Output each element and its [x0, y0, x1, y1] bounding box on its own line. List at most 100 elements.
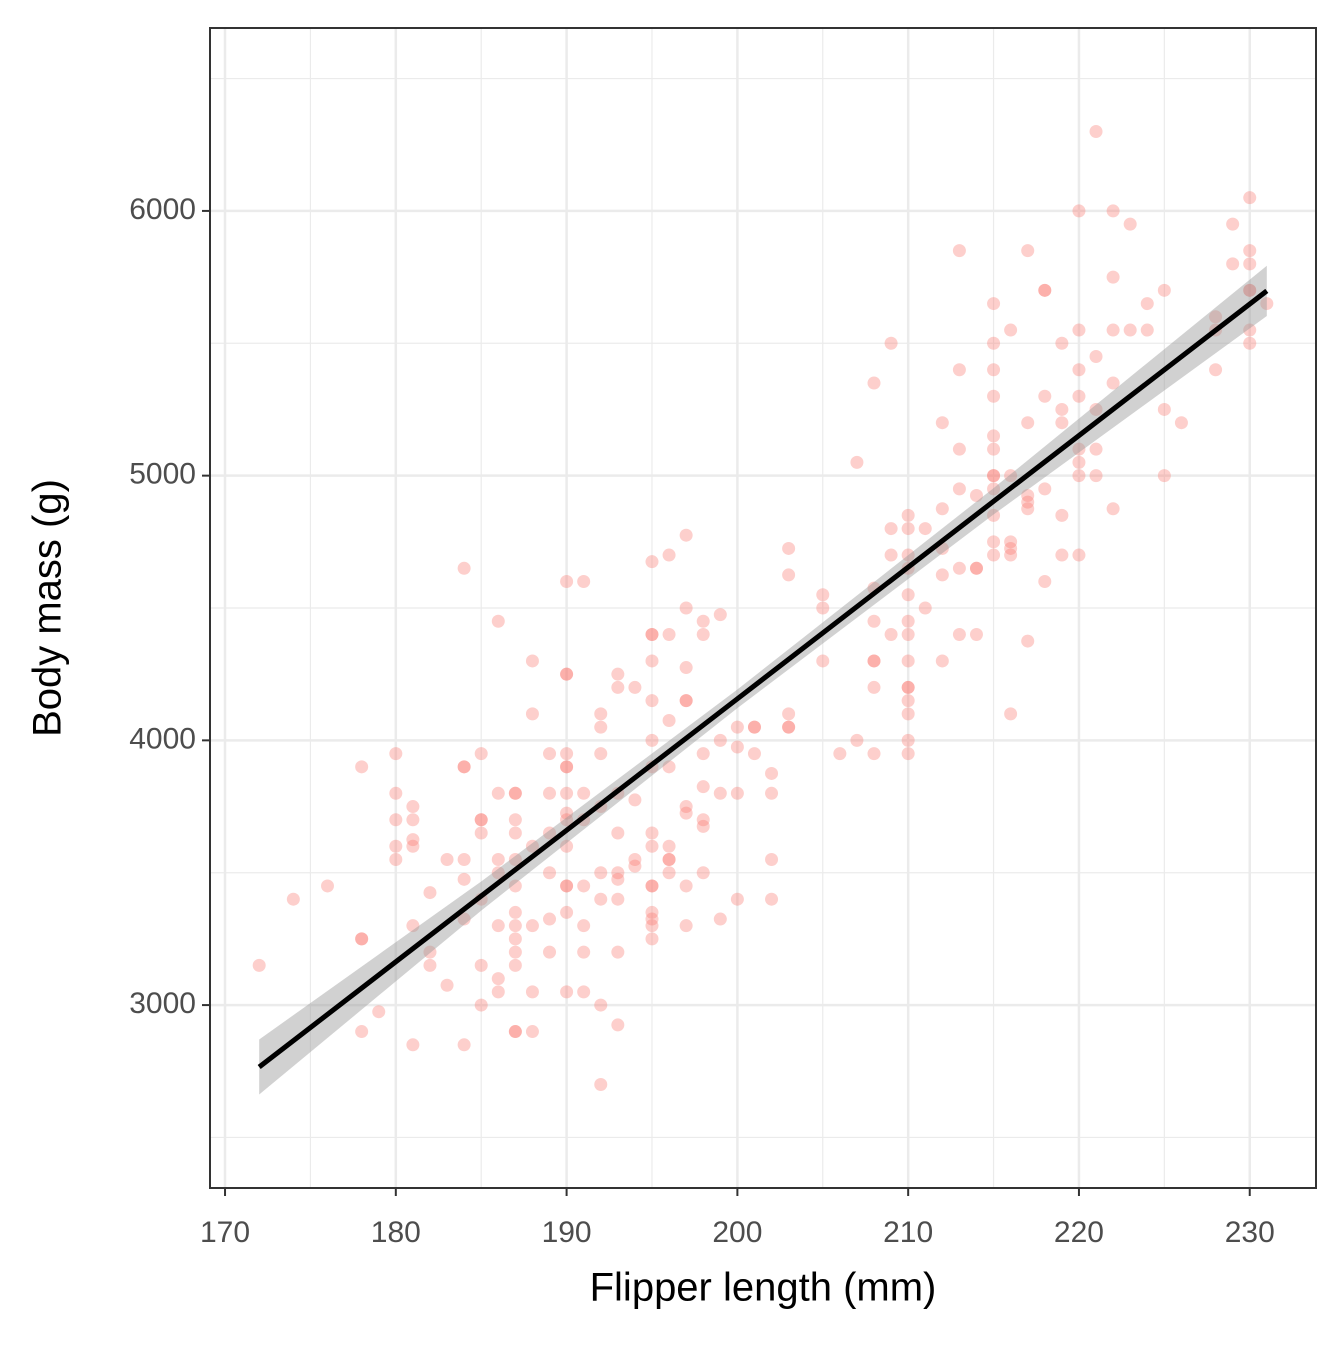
- point: [525, 707, 539, 721]
- point: [901, 680, 915, 694]
- point: [628, 680, 642, 694]
- point: [406, 813, 420, 827]
- point: [662, 760, 676, 774]
- point: [696, 866, 710, 880]
- point: [884, 548, 898, 562]
- point: [560, 839, 574, 853]
- point: [1243, 191, 1257, 205]
- point: [713, 786, 727, 800]
- point: [730, 892, 744, 906]
- point: [782, 541, 796, 555]
- point: [1072, 323, 1086, 337]
- point: [543, 912, 557, 926]
- point: [747, 720, 761, 734]
- point: [1243, 257, 1257, 271]
- point: [935, 568, 949, 582]
- point: [389, 786, 403, 800]
- point: [901, 614, 915, 628]
- point: [679, 528, 693, 542]
- point: [679, 661, 693, 675]
- point: [1140, 323, 1154, 337]
- grid: [210, 28, 1316, 1188]
- point: [696, 614, 710, 628]
- marks: [252, 125, 1274, 1095]
- point: [662, 627, 676, 641]
- point: [594, 866, 608, 880]
- point: [1089, 125, 1103, 139]
- point: [560, 786, 574, 800]
- point: [440, 978, 454, 992]
- point: [867, 654, 881, 668]
- point: [355, 1025, 369, 1039]
- point: [508, 786, 522, 800]
- point: [457, 760, 471, 774]
- point: [1004, 707, 1018, 721]
- point: [560, 747, 574, 761]
- point: [1072, 442, 1086, 456]
- point: [611, 667, 625, 681]
- point: [525, 919, 539, 933]
- point: [1004, 535, 1018, 549]
- y-tick-label: 5000: [129, 458, 196, 491]
- point: [987, 508, 1001, 522]
- point: [560, 879, 574, 893]
- point: [645, 733, 659, 747]
- point: [423, 886, 437, 900]
- point: [662, 866, 676, 880]
- point: [1140, 297, 1154, 311]
- point: [474, 813, 488, 827]
- point: [833, 747, 847, 761]
- point: [406, 919, 420, 933]
- point: [645, 627, 659, 641]
- point: [474, 813, 488, 827]
- point: [867, 680, 881, 694]
- point: [747, 747, 761, 761]
- point: [560, 667, 574, 681]
- point: [611, 1018, 625, 1032]
- point: [696, 819, 710, 833]
- point: [884, 627, 898, 641]
- point: [867, 614, 881, 628]
- point: [560, 985, 574, 999]
- point: [901, 508, 915, 522]
- point: [1106, 270, 1120, 284]
- point: [1174, 416, 1188, 430]
- point: [611, 945, 625, 959]
- point: [679, 919, 693, 933]
- point: [525, 654, 539, 668]
- point: [508, 919, 522, 933]
- point: [884, 522, 898, 536]
- point: [286, 892, 300, 906]
- point: [1055, 548, 1069, 562]
- point: [952, 442, 966, 456]
- point: [987, 336, 1001, 350]
- point: [1004, 548, 1018, 562]
- point: [918, 601, 932, 615]
- point: [474, 998, 488, 1012]
- y-tick-label: 6000: [129, 193, 196, 226]
- point: [1021, 416, 1035, 430]
- point: [611, 680, 625, 694]
- point: [935, 654, 949, 668]
- point: [645, 932, 659, 946]
- point: [645, 839, 659, 853]
- point: [491, 985, 505, 999]
- point: [662, 839, 676, 853]
- point: [1243, 244, 1257, 258]
- point: [645, 826, 659, 840]
- point: [679, 694, 693, 708]
- point: [508, 945, 522, 959]
- point: [901, 733, 915, 747]
- point: [457, 912, 471, 926]
- point: [543, 786, 557, 800]
- point: [525, 985, 539, 999]
- point: [577, 786, 591, 800]
- point: [645, 905, 659, 919]
- point: [1243, 336, 1257, 350]
- point: [611, 872, 625, 886]
- point: [1209, 363, 1223, 377]
- point: [508, 813, 522, 827]
- point: [935, 502, 949, 516]
- point: [389, 839, 403, 853]
